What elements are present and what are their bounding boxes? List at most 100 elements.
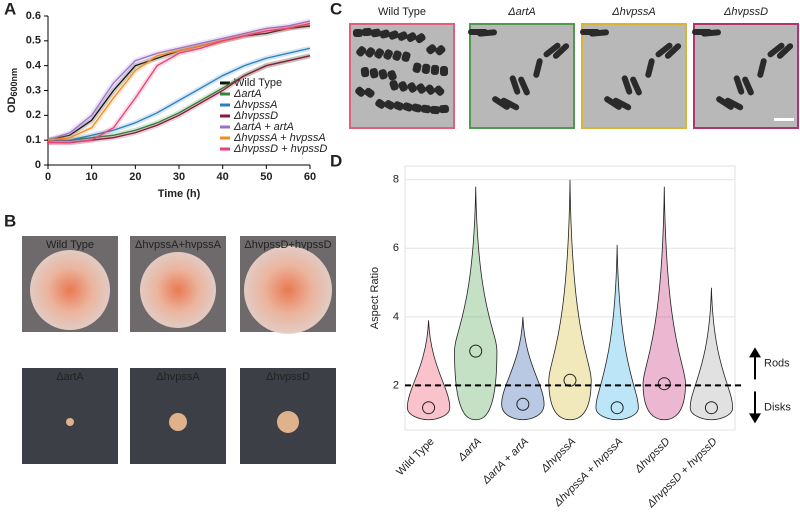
cell	[604, 96, 622, 110]
cell	[589, 29, 609, 37]
cell	[716, 96, 734, 110]
x-tick-label: 30	[173, 171, 185, 183]
legend-label: ΔartA	[233, 88, 262, 100]
cell	[379, 29, 390, 39]
cell	[415, 33, 426, 44]
violin	[642, 186, 686, 421]
x-tick-label: Wild Type	[394, 436, 436, 478]
cell	[701, 29, 721, 37]
cell	[397, 31, 408, 41]
median-marker	[469, 344, 483, 358]
cell	[612, 97, 632, 111]
legend-label: ΔhvpssA	[233, 99, 277, 111]
cell	[439, 66, 449, 77]
panel-label: B	[4, 211, 16, 230]
cell	[360, 67, 370, 78]
colony-label: ΔhvpssD+hvpssD	[244, 239, 331, 251]
x-axis-title: Time (h)	[158, 188, 201, 200]
colony-label: ΔartA	[56, 371, 84, 383]
legend-label: ΔartA + artA	[233, 121, 294, 133]
violin	[501, 316, 545, 421]
micrograph-label: ΔhvpssA	[611, 6, 655, 18]
colony-label: Wild Type	[46, 239, 94, 251]
cell	[416, 83, 427, 94]
cell	[365, 47, 376, 58]
cell	[402, 102, 413, 112]
y-axis-title-main: OD	[6, 96, 18, 113]
cell	[429, 105, 440, 115]
y-axis-title: OD600nm	[6, 68, 19, 113]
colony	[140, 252, 216, 328]
median-marker	[422, 401, 436, 415]
cell	[477, 29, 497, 37]
legend-label: Wild Type	[234, 77, 282, 89]
scale-bar	[774, 118, 794, 121]
cell	[438, 104, 449, 114]
violin	[548, 179, 592, 421]
colony-label: ΔhvpssA	[156, 371, 200, 383]
micrograph-label: Wild Type	[378, 6, 426, 18]
colony	[169, 413, 187, 431]
panel-label: C	[330, 0, 342, 18]
cell	[425, 84, 436, 95]
y-axis-title-sub: 600nm	[9, 68, 19, 97]
line	[48, 22, 311, 144]
y-tick-label: 6	[393, 242, 399, 254]
cell	[435, 45, 446, 56]
cell	[621, 75, 633, 95]
y-tick-label: 0.2	[26, 109, 41, 121]
cell	[364, 87, 375, 98]
colony-photo	[22, 368, 118, 464]
cell	[518, 76, 530, 96]
cell	[655, 42, 673, 58]
cell	[742, 76, 754, 96]
cell	[630, 76, 642, 96]
x-tick-label: 50	[260, 171, 272, 183]
cell	[724, 97, 744, 111]
cell	[421, 63, 431, 74]
median-marker	[516, 397, 530, 411]
cell	[411, 103, 422, 113]
cell	[407, 82, 417, 93]
colony-label: ΔhvpssD	[266, 371, 310, 383]
line	[47, 20, 311, 141]
y-tick-label: 0.6	[26, 10, 41, 22]
annotation: Disks	[764, 401, 791, 413]
cell	[757, 58, 767, 78]
cell	[361, 27, 372, 37]
cell	[384, 100, 395, 110]
colony	[244, 246, 332, 334]
cell	[733, 75, 745, 95]
cell	[664, 43, 682, 59]
cell	[401, 51, 411, 62]
cell	[552, 43, 570, 59]
x-tick-label: 10	[86, 171, 98, 183]
cell	[776, 43, 794, 59]
colony	[277, 411, 299, 433]
cell	[375, 98, 386, 109]
y-tick-label: 0	[35, 159, 41, 171]
cell	[370, 28, 381, 38]
cell	[430, 64, 440, 75]
cell	[492, 96, 510, 110]
micrograph	[469, 23, 575, 129]
x-tick-label: 60	[304, 171, 316, 183]
cell	[388, 30, 399, 40]
cell	[543, 42, 561, 58]
panel-label: D	[330, 151, 342, 170]
cell	[353, 29, 363, 37]
x-tick-label: ΔartA	[455, 436, 484, 465]
legend-label: ΔhvpssD + hvpssD	[233, 143, 327, 155]
cell	[389, 80, 399, 91]
legend-label: ΔhvpssD	[233, 110, 278, 122]
violin	[406, 320, 451, 421]
cell	[412, 62, 422, 73]
x-tick-label: 40	[217, 171, 229, 183]
cell	[426, 44, 437, 55]
cell	[356, 46, 367, 57]
cell	[420, 104, 431, 114]
micrograph-label: ΔartA	[507, 6, 536, 18]
cell	[355, 86, 366, 97]
colony	[30, 250, 110, 330]
